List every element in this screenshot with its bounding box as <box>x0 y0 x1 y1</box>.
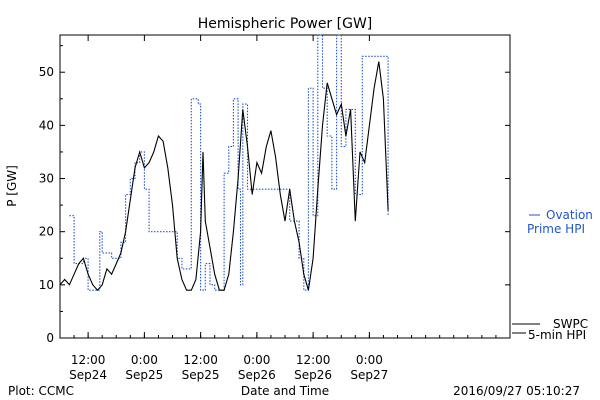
x-tick-date: Sep26 <box>294 368 332 382</box>
series-line <box>59 61 389 292</box>
x-tick-date: Sep24 <box>69 368 107 382</box>
legend-swpc-line2: 5-min HPI <box>528 328 586 342</box>
legend-swpc-line1: SWPC <box>553 317 588 331</box>
footer-timestamp: 2016/09/27 05:10:27 <box>453 384 580 398</box>
y-tick-label: 50 <box>39 65 54 79</box>
legend-ovation-line1: Ovation <box>546 208 593 222</box>
series-0 <box>69 34 389 291</box>
x-tick-time: 12:00 <box>296 353 331 367</box>
x-tick-date: Sep25 <box>182 368 220 382</box>
series-1 <box>59 61 389 292</box>
x-tick-date: Sep27 <box>350 368 388 382</box>
y-tick-label: 40 <box>39 118 54 132</box>
x-tick-time: 0:00 <box>131 353 158 367</box>
y-tick-label: 30 <box>39 172 54 186</box>
legend-ovation: Ovation Prime HPI <box>527 208 593 236</box>
y-ticks: 0 10 20 30 40 50 <box>39 45 510 345</box>
chart-title: Hemispheric Power [GW] <box>198 16 373 32</box>
footer-credit: Plot: CCMC <box>8 384 74 398</box>
plot-frame <box>59 34 511 339</box>
legend-swpc: SWPC 5-min HPI <box>512 317 588 342</box>
x-axis-label: Date and Time <box>241 384 329 398</box>
y-tick-label: 0 <box>46 331 54 345</box>
x-tick-time: 0:00 <box>356 353 383 367</box>
x-tick-time: 0:00 <box>243 353 270 367</box>
x-tick-time: 12:00 <box>183 353 218 367</box>
y-tick-label: 20 <box>39 225 54 239</box>
series-layer <box>59 34 389 292</box>
x-ticks: 12:00Sep240:00Sep2512:00Sep250:00Sep2612… <box>59 35 511 382</box>
x-tick-time: 12:00 <box>71 353 106 367</box>
x-tick-date: Sep25 <box>125 368 163 382</box>
y-axis-label: P [GW] <box>5 165 19 207</box>
legend-ovation-line2: Prime HPI <box>527 222 585 236</box>
x-tick-date: Sep26 <box>238 368 276 382</box>
y-tick-label: 10 <box>39 278 54 292</box>
series-line <box>69 34 389 291</box>
